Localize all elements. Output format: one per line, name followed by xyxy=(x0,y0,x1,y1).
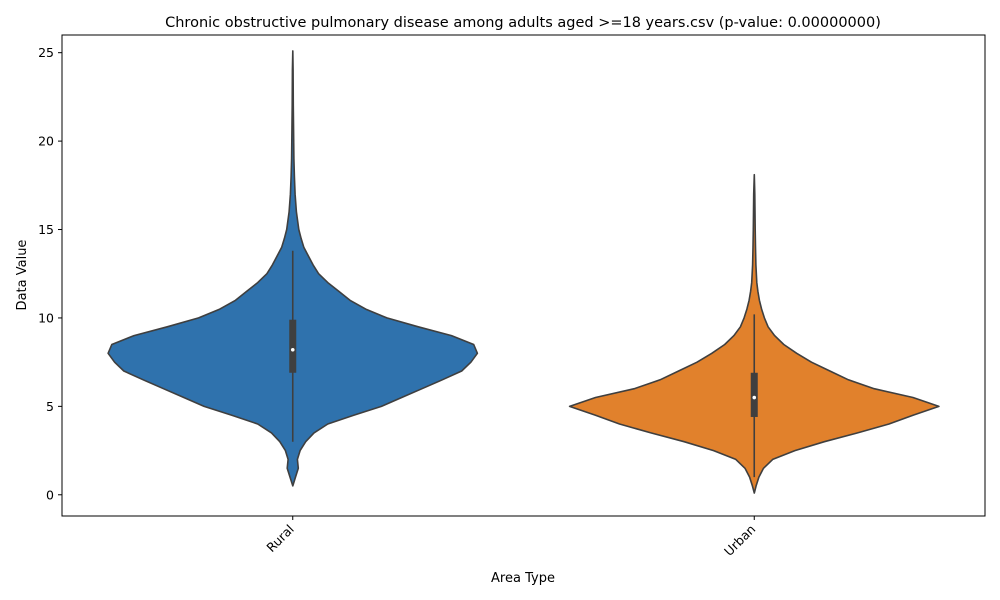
y-tick-label: 15 xyxy=(38,222,54,237)
violin-iqr-box xyxy=(750,372,758,417)
x-axis-label: Area Type xyxy=(491,571,555,586)
x-tick-label-rural: Rural xyxy=(263,522,296,555)
violin-iqr-box xyxy=(289,319,297,373)
axes-frame xyxy=(61,34,986,517)
y-tick-label: 10 xyxy=(38,310,54,325)
violin-median-point xyxy=(290,347,295,352)
y-tick-label: 20 xyxy=(38,134,54,149)
x-tick-label-urban: Urban xyxy=(721,522,758,559)
y-axis-label: Data Value xyxy=(15,240,30,311)
x-axis-ticks: Rural Urban xyxy=(263,516,758,559)
y-axis-ticks: 0 5 10 15 20 25 xyxy=(38,45,62,502)
violin-urban xyxy=(568,173,940,494)
violin-rural xyxy=(107,50,479,487)
violin-median-point xyxy=(752,395,757,400)
chart-title: Chronic obstructive pulmonary disease am… xyxy=(165,15,881,31)
y-tick-label: 5 xyxy=(46,399,54,414)
y-tick-label: 0 xyxy=(46,487,54,502)
plot-area xyxy=(107,50,940,494)
y-tick-label: 25 xyxy=(38,45,54,60)
